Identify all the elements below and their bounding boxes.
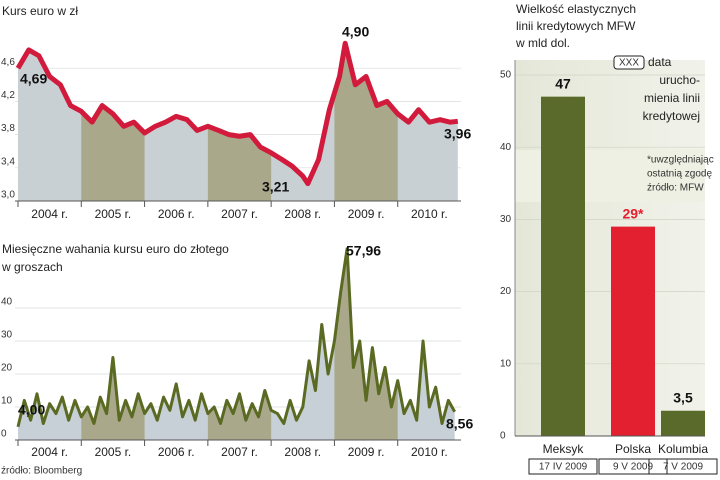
- legend-text: urucho-: [659, 73, 700, 87]
- y-tick-label: 3,4: [1, 156, 15, 167]
- category-label: Kolumbia: [658, 442, 708, 456]
- x-tick-label: 2006 r.: [158, 445, 195, 459]
- x-tick-label: 2010 r.: [411, 207, 448, 221]
- date-label: 9 V 2009: [613, 462, 653, 473]
- legend-box: [613, 55, 645, 70]
- chart-title: linii kredytowych MFW: [516, 19, 636, 33]
- annotation: 57,96: [346, 243, 381, 259]
- bar: [611, 226, 655, 436]
- x-tick-label: 2004 r.: [31, 207, 68, 221]
- chart-title: w groszach: [1, 260, 63, 274]
- value-label: 3,5: [673, 389, 693, 405]
- y-tick-label: 40: [1, 297, 13, 308]
- chart-title: Miesięczne wahania kursu euro do złotego: [2, 242, 229, 256]
- annotation: 8,56: [446, 416, 473, 432]
- y-tick-label: 30: [1, 330, 13, 341]
- bar: [661, 410, 705, 436]
- chart-title: Wielkość elastycznych: [516, 2, 636, 16]
- x-tick-label: 2005 r.: [95, 207, 132, 221]
- x-tick-label: 2007 r.: [221, 445, 258, 459]
- x-tick-label: 2005 r.: [95, 445, 132, 459]
- value-label: 47: [555, 75, 571, 91]
- x-tick-label: 2009 r.: [348, 207, 385, 221]
- date-label: 17 IV 2009: [539, 462, 588, 473]
- category-label: Polska: [615, 442, 651, 456]
- chart-title: w mld dol.: [515, 36, 570, 50]
- legend-text: kredytowej: [643, 109, 700, 123]
- x-tick-label: 2006 r.: [158, 207, 195, 221]
- annotation: 4,69: [20, 71, 47, 87]
- y-tick-label: 10: [1, 396, 13, 407]
- y-tick-label: 4,6: [1, 57, 15, 68]
- y-tick-label: 20: [1, 363, 13, 374]
- bar: [541, 96, 585, 436]
- y-tick-label: 50: [500, 70, 512, 81]
- y-tick-label: 40: [500, 142, 512, 153]
- y-tick-label: 30: [500, 214, 512, 225]
- note: źródło: MFW: [647, 183, 704, 194]
- x-tick-label: 2009 r.: [348, 445, 385, 459]
- legend-text: data: [648, 55, 672, 69]
- date-box: [528, 458, 598, 475]
- date-label: 7 V 2009: [663, 462, 703, 473]
- y-tick-label: 3,8: [1, 123, 15, 134]
- annotation: 3,96: [444, 126, 471, 142]
- annotation: 4,00: [18, 402, 45, 418]
- legend-symbol: XXX: [619, 58, 639, 69]
- line: [16, 247, 456, 428]
- source: źródło: Bloomberg: [1, 466, 82, 477]
- line: [15, 40, 459, 187]
- annotation: 3,21: [262, 179, 289, 195]
- category-label: Meksyk: [543, 442, 585, 456]
- y-tick-label: 4,2: [1, 90, 15, 101]
- y-tick-label: 0: [500, 431, 506, 442]
- year-band: [207, 43, 272, 201]
- x-tick-label: 2008 r.: [284, 207, 321, 221]
- x-tick-label: 2007 r.: [221, 207, 258, 221]
- annotation: 4,90: [342, 24, 369, 40]
- x-tick-label: 2010 r.: [411, 445, 448, 459]
- y-tick-label: 3,0: [1, 190, 15, 201]
- note: *uwzględniając: [647, 155, 714, 166]
- y-tick-label: 0: [1, 429, 7, 440]
- legend-text: mienia linii: [644, 91, 700, 105]
- note: ostatnią zgodę: [647, 169, 712, 180]
- x-tick-label: 2004 r.: [31, 445, 68, 459]
- date-box: [598, 458, 668, 475]
- y-tick-label: 10: [500, 358, 512, 369]
- date-box: [648, 458, 718, 475]
- chart-title: Kurs euro w zł: [2, 4, 78, 18]
- y-tick-label: 20: [500, 286, 512, 297]
- x-tick-label: 2008 r.: [284, 445, 321, 459]
- value-label: 29*: [622, 205, 644, 221]
